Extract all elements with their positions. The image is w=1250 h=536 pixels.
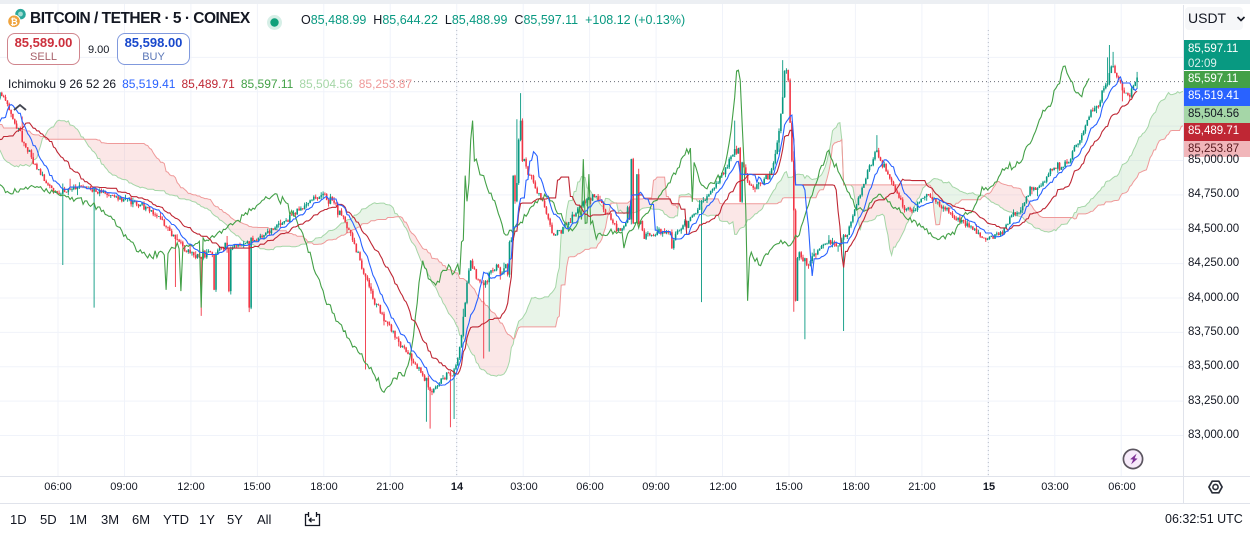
svg-text:₿: ₿ bbox=[10, 17, 17, 27]
